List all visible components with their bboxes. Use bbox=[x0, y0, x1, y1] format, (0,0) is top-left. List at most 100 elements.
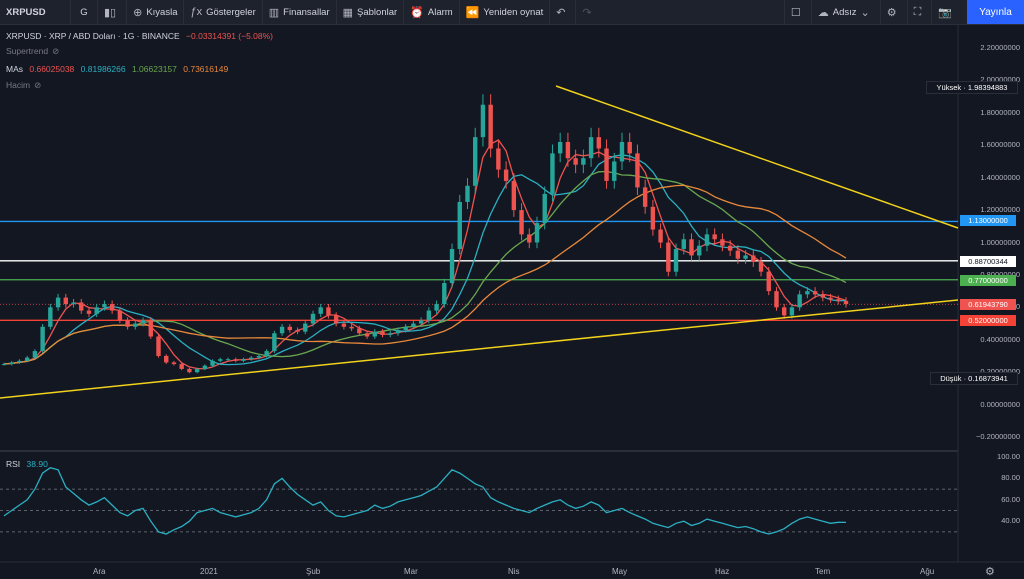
supertrend-label: Supertrend bbox=[6, 46, 49, 56]
rsi-value: 38.90 bbox=[26, 459, 48, 469]
candle-body bbox=[519, 210, 524, 235]
candle-body bbox=[94, 307, 99, 314]
indicators-button[interactable]: ƒx Göstergeler bbox=[184, 0, 263, 24]
candle-body bbox=[782, 307, 787, 316]
candle-body bbox=[395, 330, 401, 334]
candle-body bbox=[473, 137, 478, 186]
candle-body bbox=[333, 315, 339, 324]
fullscreen-button[interactable]: ⛶ bbox=[906, 0, 932, 24]
candle-body bbox=[565, 142, 571, 159]
settings-button[interactable]: ⚙ bbox=[879, 0, 907, 24]
ma-value-2: 0.81986266 bbox=[80, 64, 126, 74]
eye-off-icon[interactable]: ⊘ bbox=[52, 46, 60, 56]
undo-button[interactable]: ↶ bbox=[550, 0, 577, 24]
last-price-tag: 0.61943790 bbox=[960, 299, 1016, 310]
upper-trendline bbox=[555, 85, 959, 229]
candle-body bbox=[604, 148, 609, 181]
ma-line-4 bbox=[3, 184, 847, 365]
supertrend-legend[interactable]: Supertrend ⊘ bbox=[6, 46, 63, 57]
candle-body bbox=[86, 310, 92, 314]
candle-body bbox=[156, 336, 161, 356]
candles-icon: ▮▯ bbox=[104, 6, 117, 19]
candle-body bbox=[774, 291, 779, 308]
candle-body bbox=[642, 187, 648, 207]
axis-settings-icon[interactable]: ⚙ bbox=[985, 566, 995, 578]
bar-chart-icon: ▥ bbox=[268, 6, 280, 19]
price-axis-label: 1.80000000 bbox=[980, 107, 1020, 117]
candle-body bbox=[542, 193, 547, 224]
price-axis-label: 2.00000000 bbox=[980, 75, 1020, 85]
price-change: −0.03314391 (−5.08%) bbox=[186, 31, 274, 41]
redo-button[interactable]: ↷ bbox=[576, 0, 601, 24]
candle-body bbox=[341, 323, 347, 327]
candle-body bbox=[635, 153, 640, 188]
price-axis-label: −0.20000000 bbox=[975, 432, 1020, 441]
candle-body bbox=[681, 239, 686, 249]
low-value: 0.16873941 bbox=[968, 374, 1008, 383]
volume-legend[interactable]: Hacim ⊘ bbox=[6, 80, 45, 91]
mas-legend[interactable]: MAs 0.66025038 0.81986266 1.06623157 0.7… bbox=[6, 64, 232, 74]
templates-button[interactable]: ▦ Şablonlar bbox=[337, 0, 405, 24]
candle-body bbox=[627, 142, 632, 154]
candle-body bbox=[210, 360, 215, 366]
interval-button[interactable]: G bbox=[71, 0, 98, 24]
eye-off-icon[interactable]: ⊘ bbox=[34, 80, 42, 90]
candle-body bbox=[511, 180, 517, 211]
replay-button[interactable]: ⏪ Yeniden oynat bbox=[460, 0, 551, 24]
candle-body bbox=[55, 297, 61, 308]
candle-body bbox=[712, 234, 717, 240]
ma-line-2 bbox=[3, 154, 847, 366]
candle-body bbox=[310, 313, 316, 324]
candle-body bbox=[812, 291, 818, 295]
alarm-label: Alarm bbox=[427, 6, 453, 18]
replay-label: Yeniden oynat bbox=[483, 6, 544, 18]
red-level-tag: 0.52000000 bbox=[960, 315, 1016, 326]
snapshot-button[interactable]: 📷 bbox=[931, 0, 962, 24]
ma-line-1 bbox=[3, 139, 847, 370]
candle-body bbox=[125, 320, 130, 327]
candle-body bbox=[71, 302, 76, 305]
time-axis-label: Şub bbox=[306, 567, 321, 576]
indicators-label: Göstergeler bbox=[206, 6, 256, 18]
candle-body bbox=[434, 304, 439, 311]
alarm-button[interactable]: ⏰ Alarm bbox=[404, 0, 460, 24]
price-axis-label: 0.00000000 bbox=[980, 399, 1020, 409]
candle-body bbox=[171, 362, 177, 365]
candle-body bbox=[295, 330, 300, 332]
candle-body bbox=[133, 323, 138, 327]
candle-body bbox=[619, 142, 625, 162]
candle-body bbox=[148, 320, 153, 337]
symbol-title: XRPUSD · XRP / ABD Doları · 1G · BINANCE bbox=[6, 31, 180, 41]
candle-body bbox=[303, 323, 308, 332]
top-toolbar: XRPUSD G ▮▯ ⊕ Kıyasla ƒx Göstergeler ▥ Fina… bbox=[0, 0, 1024, 25]
symbol-search-button[interactable]: XRPUSD bbox=[0, 0, 71, 24]
time-axis-label: Nis bbox=[508, 567, 520, 576]
candle-body bbox=[503, 169, 509, 181]
select-layout-button[interactable]: ☐ bbox=[783, 0, 811, 24]
redo-icon: ↷ bbox=[582, 6, 592, 19]
candle-body bbox=[658, 229, 663, 243]
financials-button[interactable]: ▥ Finansallar bbox=[263, 0, 337, 24]
candle-body bbox=[194, 368, 200, 373]
layout-name-button[interactable]: ☁ Adsız ⌄ bbox=[810, 0, 880, 24]
candle-body bbox=[318, 307, 323, 314]
candle-body bbox=[102, 304, 107, 308]
ma-value-4: 0.73616149 bbox=[183, 64, 229, 74]
candle-body bbox=[442, 283, 447, 305]
candle-body bbox=[326, 307, 331, 316]
rsi-pane bbox=[0, 466, 958, 535]
candle-body bbox=[797, 294, 802, 308]
candle-body bbox=[805, 291, 810, 295]
publish-button[interactable]: Yayınla bbox=[967, 0, 1024, 24]
compare-button[interactable]: ⊕ Kıyasla bbox=[127, 0, 185, 24]
candle-body bbox=[388, 333, 393, 335]
high-value: 1.98394883 bbox=[967, 83, 1008, 92]
candle-body bbox=[480, 104, 486, 138]
chart-type-button[interactable]: ▮▯ bbox=[98, 0, 128, 24]
time-axis-label: Ağu bbox=[920, 567, 935, 576]
blue-level-tag: 1.13000000 bbox=[960, 215, 1016, 226]
candle-body bbox=[241, 359, 246, 361]
camera-icon: 📷 bbox=[938, 6, 952, 19]
candle-body bbox=[63, 297, 68, 305]
